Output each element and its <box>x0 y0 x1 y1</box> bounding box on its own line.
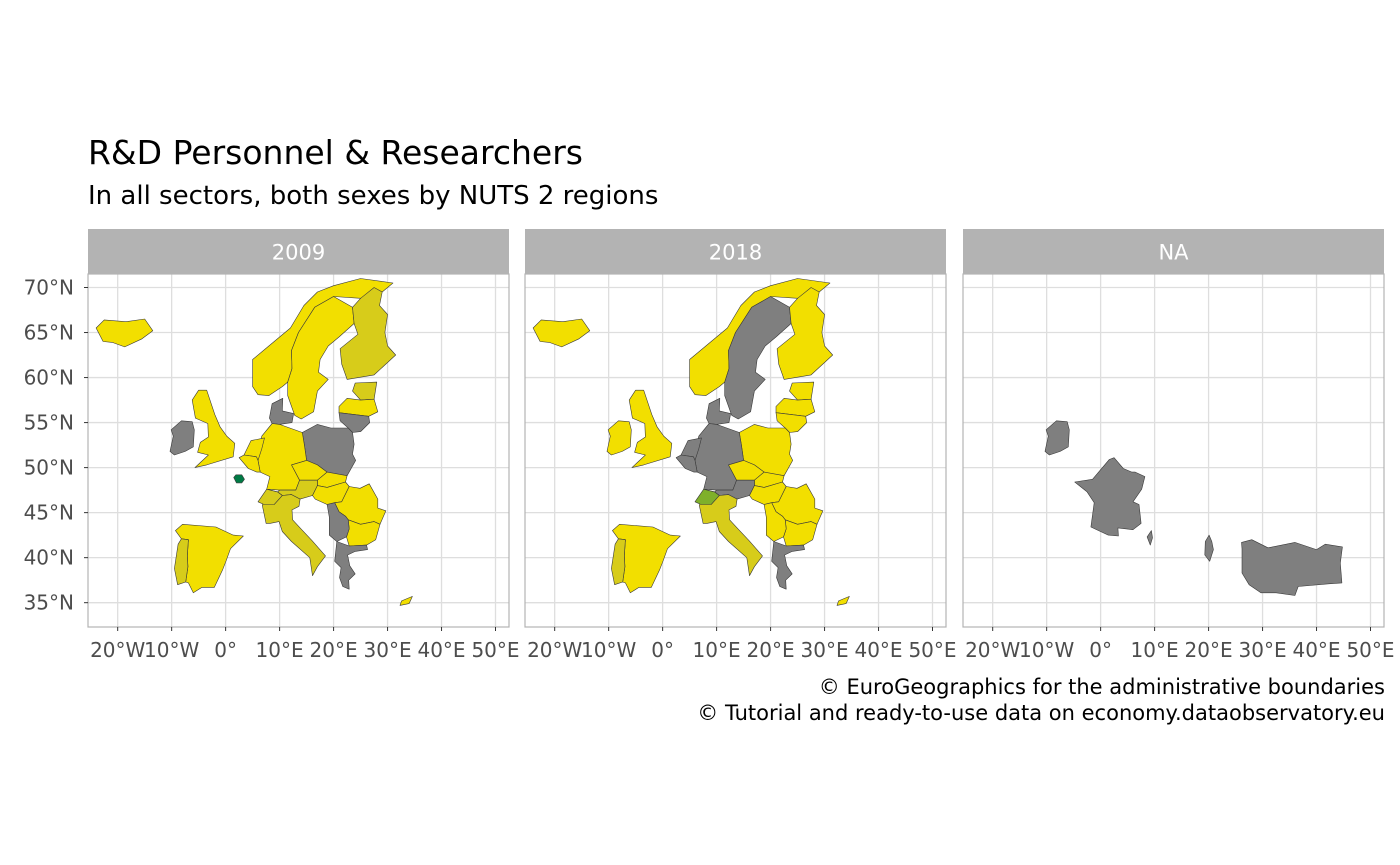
facet-strip-label: 2018 <box>709 241 762 265</box>
region-finland <box>776 287 834 380</box>
region-iceland <box>95 318 154 348</box>
x-tick-label: 10°E <box>693 638 741 662</box>
x-tick-label: 40°E <box>417 638 465 662</box>
region-layer <box>532 278 850 606</box>
x-tick-label: 50°E <box>1346 638 1394 662</box>
region-estonia <box>789 381 815 401</box>
x-tick-label: 0° <box>651 638 674 662</box>
region-lithuania <box>775 412 808 433</box>
region-switzerland <box>694 488 720 505</box>
region-portugal <box>174 538 189 586</box>
x-tick-label: 10°W <box>1019 638 1074 662</box>
x-tick-label: 20°W <box>965 638 1020 662</box>
region-layer <box>1044 420 1343 596</box>
region-united-kingdom <box>628 389 673 468</box>
region-bulgaria <box>346 519 381 547</box>
region-sweden <box>724 296 792 420</box>
y-tick-label: 55°N <box>24 411 74 435</box>
region-united-kingdom <box>191 389 236 468</box>
region-serbia <box>326 502 350 542</box>
facet-strip <box>88 229 509 274</box>
region-ireland <box>606 420 632 456</box>
x-tick-label: 30°E <box>364 638 412 662</box>
facet-strip-label: 2009 <box>272 241 325 265</box>
x-tick-label: 10°W <box>581 638 636 662</box>
facet-strip <box>963 229 1384 274</box>
x-tick-label: 30°E <box>801 638 849 662</box>
region-serbia <box>763 502 787 542</box>
x-tick-label: 10°E <box>1131 638 1179 662</box>
caption-boundaries: © EuroGeographics for the administrative… <box>818 675 1385 699</box>
region-switzerland <box>257 488 283 505</box>
x-tick-label: 0° <box>1089 638 1112 662</box>
region-estonia <box>352 381 378 401</box>
x-tick-label: 40°E <box>854 638 902 662</box>
x-tick-label: 20°E <box>747 638 795 662</box>
region-paris-region <box>233 474 245 484</box>
region-portugal <box>611 538 626 586</box>
panel-border <box>962 273 1385 628</box>
region-greece <box>771 541 805 590</box>
region-finland <box>339 287 397 380</box>
y-tick-label: 40°N <box>24 546 74 570</box>
region-albania <box>1204 534 1214 562</box>
facet-panel-2018: 2018 20°W10°W 0° 10°E 20°E 30°E 40°E 50°E <box>524 229 957 662</box>
caption-data-source: © Tutorial and ready-to-use data on econ… <box>697 701 1385 725</box>
x-tick-label: 40°E <box>1292 638 1340 662</box>
x-tick-label: 50°E <box>908 638 956 662</box>
region-ireland <box>1044 420 1070 456</box>
region-corsica <box>1146 530 1153 546</box>
region-belgium <box>675 454 698 473</box>
facet-strip-label: NA <box>1158 241 1189 265</box>
region-turkey <box>1241 539 1343 596</box>
region-bulgaria <box>783 519 818 547</box>
x-tick-label: 20°W <box>527 638 582 662</box>
chart-subtitle: In all sectors, both sexes by NUTS 2 reg… <box>88 181 659 211</box>
x-tick-label: 0° <box>214 638 237 662</box>
facet-strip <box>525 229 946 274</box>
region-ireland <box>169 420 195 456</box>
region-layer <box>95 278 413 606</box>
y-tick-label: 50°N <box>24 456 74 480</box>
x-tick-label: 10°W <box>144 638 199 662</box>
y-tick-label: 70°N <box>24 276 74 300</box>
region-cyprus <box>399 596 413 606</box>
x-tick-label: 20°E <box>310 638 358 662</box>
x-tick-label: 50°E <box>471 638 519 662</box>
y-tick-label: 35°N <box>24 591 74 615</box>
region-greece <box>334 541 368 590</box>
x-tick-label: 10°E <box>256 638 304 662</box>
region-france <box>1074 457 1146 537</box>
region-cyprus <box>836 596 850 606</box>
region-italy <box>698 488 763 577</box>
region-lithuania <box>338 412 371 433</box>
facet-panel-2009: 2009 20°W10°W 0° 10°E 20°E 30°E 40°E 50°E 35°N 40… <box>24 229 520 662</box>
x-tick-label: 30°E <box>1239 638 1287 662</box>
chart-title: R&D Personnel & Researchers <box>88 133 583 172</box>
panel-border <box>524 273 947 628</box>
region-iceland <box>532 318 591 348</box>
facet-panel-na: NA 20°W10°W 0° 10°E 20°E 30°E 40°E 50°E <box>962 229 1395 662</box>
region-belgium <box>238 454 261 473</box>
x-tick-label: 20°W <box>90 638 145 662</box>
y-tick-label: 45°N <box>24 501 74 525</box>
y-tick-label: 60°N <box>24 366 74 390</box>
panel-border <box>87 273 510 628</box>
y-tick-label: 65°N <box>24 321 74 345</box>
region-italy <box>261 488 326 577</box>
x-tick-label: 20°E <box>1185 638 1233 662</box>
region-sweden <box>287 296 355 420</box>
